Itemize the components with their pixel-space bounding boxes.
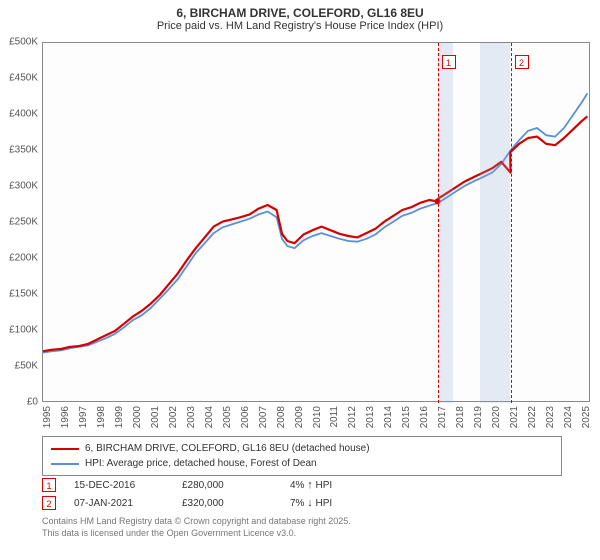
down-arrow-icon: ↓: [307, 497, 313, 509]
transaction-rows: 1 15-DEC-2016 £280,000 4% ↑ HPI 2 07-JAN…: [42, 476, 562, 512]
x-axis-tick-label: 2018: [455, 406, 466, 428]
title-block: 6, BIRCHAM DRIVE, COLEFORD, GL16 8EU Pri…: [0, 0, 600, 34]
y-axis-tick-label: £400K: [9, 109, 38, 120]
transaction-date: 07-JAN-2021: [74, 498, 164, 509]
x-axis-tick-label: 2024: [563, 406, 574, 428]
x-axis-tick-label: 2010: [312, 406, 323, 428]
attribution: Contains HM Land Registry data © Crown c…: [42, 516, 582, 539]
x-axis-tick-label: 1997: [78, 406, 89, 428]
x-axis-tick-label: 2006: [240, 406, 251, 428]
marker-vertical-line: [438, 43, 439, 403]
transaction-row: 2 07-JAN-2021 £320,000 7% ↓ HPI: [42, 494, 562, 512]
attribution-line1: Contains HM Land Registry data © Crown c…: [42, 516, 582, 528]
legend-label-2: HPI: Average price, detached house, Fore…: [85, 456, 317, 471]
x-axis-tick-label: 2009: [294, 406, 305, 428]
transaction-marker: 2: [42, 496, 56, 510]
x-axis-tick-label: 2012: [347, 406, 358, 428]
legend-row: 6, BIRCHAM DRIVE, COLEFORD, GL16 8EU (de…: [51, 441, 553, 456]
x-axis-tick-label: 2007: [258, 406, 269, 428]
attribution-line2: This data is licensed under the Open Gov…: [42, 528, 582, 540]
y-axis-tick-label: £150K: [9, 289, 38, 300]
x-axis-tick-label: 2022: [527, 406, 538, 428]
x-axis-tick-label: 2008: [276, 406, 287, 428]
marker-label-box: 2: [515, 55, 529, 69]
transaction-price: £280,000: [182, 480, 272, 491]
x-axis-tick-label: 1998: [96, 406, 107, 428]
x-axis-tick-label: 2023: [545, 406, 556, 428]
x-axis-tick-label: 1999: [114, 406, 125, 428]
x-axis-tick-label: 2004: [204, 406, 215, 428]
x-axis-tick-label: 2015: [401, 406, 412, 428]
x-axis-tick-label: 1995: [42, 406, 53, 428]
chart-container: 6, BIRCHAM DRIVE, COLEFORD, GL16 8EU Pri…: [0, 0, 600, 560]
chart-area: 12 £0£50K£100K£150K£200K£250K£300K£350K£…: [42, 42, 590, 402]
x-axis-tick-label: 2014: [383, 406, 394, 428]
y-axis-tick-label: £250K: [9, 217, 38, 228]
x-axis-tick-label: 2019: [473, 406, 484, 428]
legend-label-1: 6, BIRCHAM DRIVE, COLEFORD, GL16 8EU (de…: [85, 441, 370, 456]
x-axis-tick-label: 1996: [60, 406, 71, 428]
transaction-price: £320,000: [182, 498, 272, 509]
title-address: 6, BIRCHAM DRIVE, COLEFORD, GL16 8EU: [0, 6, 600, 20]
transaction-date: 15-DEC-2016: [74, 480, 164, 491]
transaction-delta: 7% ↓ HPI: [290, 497, 332, 509]
y-axis-tick-label: £100K: [9, 325, 38, 336]
y-axis-tick-label: £500K: [9, 37, 38, 48]
legend: 6, BIRCHAM DRIVE, COLEFORD, GL16 8EU (de…: [42, 436, 562, 476]
legend-swatch-1: [51, 448, 79, 450]
transaction-marker: 1: [42, 478, 56, 492]
x-axis-tick-label: 2011: [329, 406, 340, 428]
plot-area: 12: [42, 42, 590, 402]
y-axis-tick-label: £450K: [9, 73, 38, 84]
title-subtitle: Price paid vs. HM Land Registry's House …: [0, 20, 600, 32]
y-axis-tick-label: £0: [27, 397, 38, 408]
y-axis-tick-label: £50K: [15, 361, 38, 372]
transaction-row: 1 15-DEC-2016 £280,000 4% ↑ HPI: [42, 476, 562, 494]
x-axis-tick-label: 2005: [222, 406, 233, 428]
legend-row: HPI: Average price, detached house, Fore…: [51, 456, 553, 471]
x-axis-tick-label: 2000: [132, 406, 143, 428]
y-axis-tick-label: £350K: [9, 145, 38, 156]
legend-swatch-2: [51, 463, 79, 465]
x-axis-tick-label: 2013: [365, 406, 376, 428]
x-axis-tick-label: 2001: [150, 406, 161, 428]
shade-band: [438, 43, 453, 403]
marker-label-box: 1: [442, 55, 456, 69]
x-axis-tick-label: 2021: [509, 406, 520, 428]
x-axis-tick-label: 2003: [186, 406, 197, 428]
shade-band: [480, 43, 511, 403]
marker-vertical-line: [511, 43, 512, 403]
y-axis-tick-label: £200K: [9, 253, 38, 264]
x-axis-tick-label: 2020: [491, 406, 502, 428]
x-axis-tick-label: 2002: [168, 406, 179, 428]
x-axis-tick-label: 2025: [581, 406, 592, 428]
x-axis-tick-label: 2017: [437, 406, 448, 428]
transaction-delta: 4% ↑ HPI: [290, 479, 332, 491]
y-axis-tick-label: £300K: [9, 181, 38, 192]
x-axis-tick-label: 2016: [419, 406, 430, 428]
up-arrow-icon: ↑: [307, 479, 313, 491]
